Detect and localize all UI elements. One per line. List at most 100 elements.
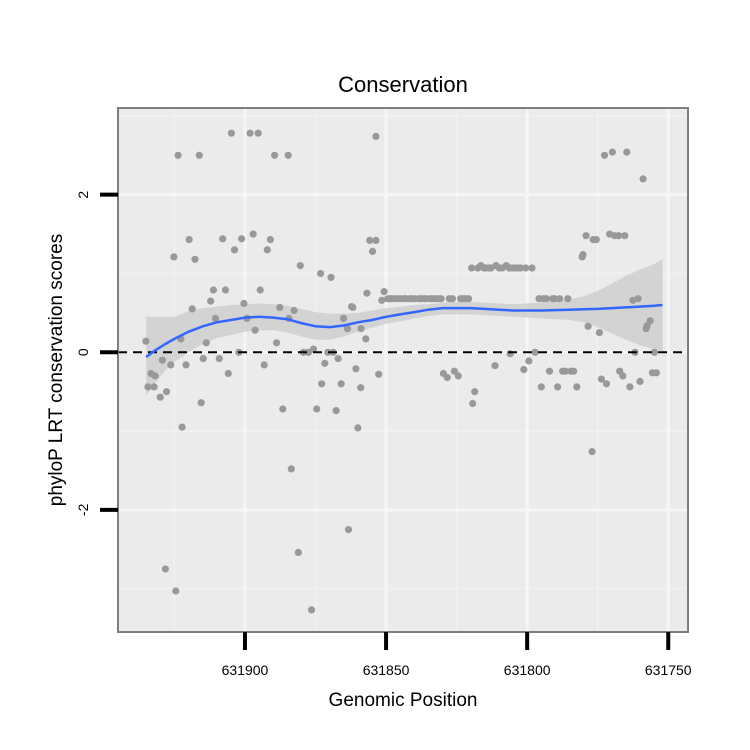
data-point bbox=[339, 314, 348, 322]
data-point bbox=[595, 329, 604, 337]
data-point bbox=[313, 405, 321, 413]
data-point bbox=[317, 269, 325, 278]
data-point bbox=[582, 232, 590, 240]
data-point bbox=[623, 148, 631, 156]
data-point bbox=[634, 295, 642, 303]
data-point bbox=[349, 303, 357, 311]
data-point bbox=[284, 151, 292, 159]
chart-title: Conservation bbox=[338, 72, 468, 97]
data-point bbox=[602, 380, 611, 388]
y-tick-label: -2 bbox=[75, 503, 91, 516]
data-point bbox=[142, 337, 150, 345]
data-point bbox=[652, 369, 661, 377]
data-point bbox=[372, 236, 380, 244]
data-point bbox=[199, 355, 207, 363]
x-axis-title: Genomic Position bbox=[329, 690, 478, 711]
data-point bbox=[537, 383, 545, 391]
data-point bbox=[554, 383, 562, 391]
data-point bbox=[556, 295, 564, 303]
data-point bbox=[354, 424, 362, 432]
data-point bbox=[357, 384, 365, 392]
data-point bbox=[324, 348, 332, 356]
x-tick-label: 631800 bbox=[504, 662, 551, 678]
data-point bbox=[266, 236, 274, 244]
data-point bbox=[309, 345, 318, 353]
data-point bbox=[246, 129, 254, 137]
data-point bbox=[380, 288, 388, 296]
data-point bbox=[573, 383, 581, 391]
data-point bbox=[271, 151, 279, 159]
data-point bbox=[650, 348, 659, 356]
x-tick-label: 631750 bbox=[645, 662, 692, 678]
data-point bbox=[191, 255, 199, 263]
data-point bbox=[318, 380, 326, 388]
data-point bbox=[528, 264, 536, 272]
data-point bbox=[343, 325, 351, 333]
data-point bbox=[375, 370, 383, 378]
panel-border bbox=[117, 107, 689, 633]
data-point bbox=[491, 362, 499, 370]
data-point bbox=[209, 286, 217, 294]
data-point bbox=[182, 361, 190, 369]
data-point bbox=[188, 305, 196, 313]
data-point bbox=[357, 325, 365, 333]
data-point bbox=[256, 286, 264, 294]
data-point bbox=[263, 246, 271, 254]
data-point bbox=[363, 289, 371, 297]
data-point bbox=[626, 383, 634, 391]
data-point bbox=[221, 286, 230, 294]
data-point bbox=[276, 303, 284, 311]
x-tick-label: 631900 bbox=[222, 662, 269, 678]
data-point bbox=[531, 348, 539, 356]
data-point bbox=[522, 264, 530, 272]
data-point bbox=[592, 236, 600, 244]
data-point bbox=[621, 232, 629, 240]
data-point bbox=[471, 388, 479, 396]
data-point bbox=[219, 235, 227, 243]
data-point bbox=[468, 264, 476, 272]
data-point bbox=[366, 236, 374, 244]
data-point bbox=[550, 295, 559, 303]
data-point bbox=[619, 372, 627, 380]
data-point bbox=[517, 264, 525, 272]
data-point bbox=[207, 297, 215, 305]
data-point bbox=[202, 339, 210, 347]
data-point bbox=[185, 236, 193, 244]
data-point bbox=[197, 399, 205, 407]
data-point bbox=[260, 361, 268, 369]
data-point bbox=[372, 132, 380, 140]
data-point bbox=[162, 388, 171, 396]
y-axis-title: phyloP LRT conservation scores bbox=[46, 234, 67, 507]
data-point bbox=[321, 359, 329, 367]
data-point bbox=[172, 587, 180, 595]
data-point bbox=[597, 375, 606, 383]
data-point bbox=[161, 565, 169, 573]
data-point bbox=[249, 230, 257, 238]
data-point bbox=[545, 367, 554, 375]
data-point bbox=[525, 357, 533, 365]
data-point bbox=[564, 295, 572, 303]
data-point bbox=[600, 151, 609, 159]
data-point bbox=[170, 253, 178, 261]
data-point bbox=[211, 314, 219, 322]
data-point bbox=[167, 361, 175, 369]
data-point bbox=[608, 148, 617, 156]
data-point bbox=[251, 326, 259, 334]
data-point bbox=[327, 273, 335, 281]
data-point bbox=[448, 295, 456, 303]
data-point bbox=[520, 366, 528, 374]
data-point bbox=[273, 339, 281, 347]
data-point bbox=[156, 393, 164, 401]
data-point bbox=[308, 606, 316, 614]
data-point bbox=[579, 251, 587, 259]
data-point bbox=[570, 367, 578, 375]
x-tick-label: 631850 bbox=[363, 662, 410, 678]
data-point bbox=[368, 247, 377, 255]
data-point bbox=[150, 383, 158, 391]
data-point bbox=[639, 175, 647, 183]
smooth-fit-line bbox=[145, 303, 663, 359]
data-point bbox=[294, 548, 302, 557]
data-point bbox=[174, 151, 182, 159]
data-point bbox=[178, 423, 186, 431]
